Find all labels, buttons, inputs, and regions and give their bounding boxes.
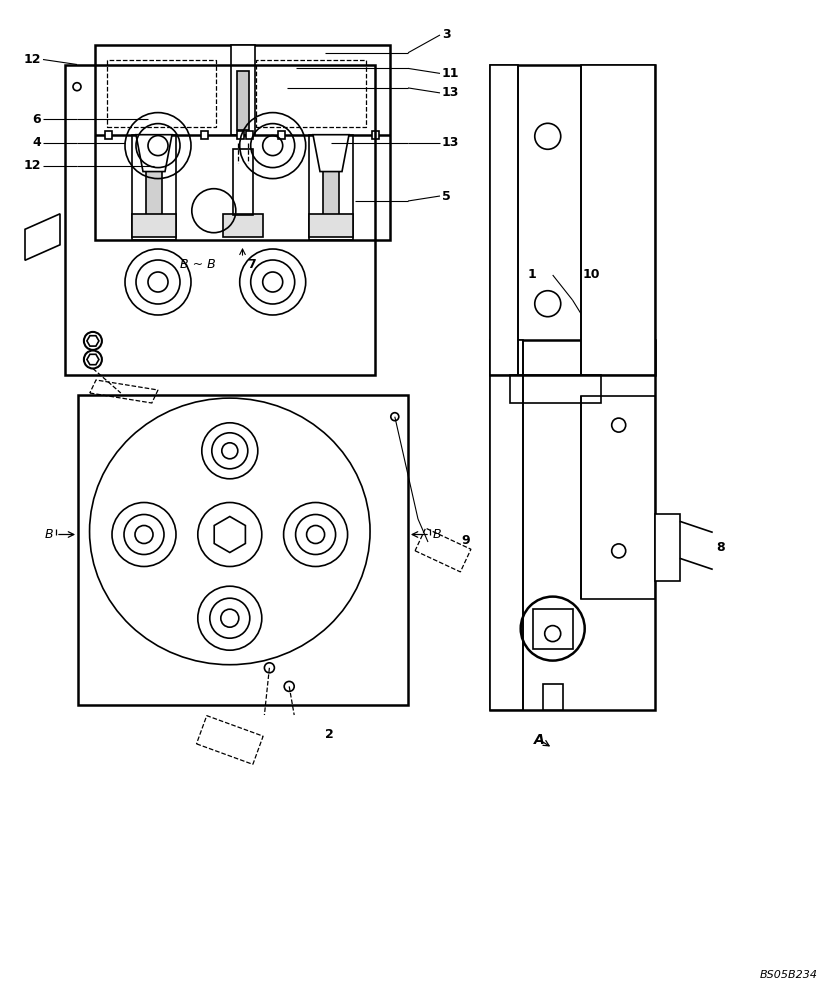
Bar	[309, 135, 353, 240]
Bar	[105, 131, 112, 139]
Bar	[372, 131, 379, 139]
Bar	[107, 60, 216, 127]
Bar	[533, 609, 573, 649]
Bar	[245, 131, 253, 139]
Bar	[230, 45, 255, 135]
Text: BS05B234: BS05B234	[760, 970, 818, 980]
Bar	[490, 65, 518, 375]
Bar	[580, 65, 655, 375]
Bar	[95, 45, 390, 240]
Bar	[543, 684, 563, 710]
Text: 12: 12	[24, 53, 41, 66]
Bar	[132, 214, 176, 237]
Polygon shape	[87, 354, 99, 365]
Bar	[256, 60, 365, 127]
Bar	[237, 131, 244, 139]
Bar	[323, 168, 339, 226]
Bar	[202, 131, 208, 139]
Bar	[278, 131, 285, 139]
Bar	[65, 65, 375, 375]
Bar	[223, 214, 263, 237]
Bar	[78, 395, 408, 705]
Text: 7: 7	[248, 258, 256, 271]
Bar	[510, 375, 601, 403]
Text: 3: 3	[442, 28, 450, 41]
Bar	[309, 214, 353, 237]
Text: 4: 4	[32, 136, 41, 149]
Bar	[490, 340, 655, 710]
Text: 8: 8	[716, 541, 725, 554]
Text: 13: 13	[442, 136, 459, 149]
Text: B ~ B: B ~ B	[181, 258, 216, 271]
Text: 1: 1	[528, 268, 536, 282]
Bar	[132, 135, 176, 240]
Text: 12: 12	[24, 159, 41, 172]
Text: 9: 9	[461, 534, 470, 546]
Text: 13: 13	[442, 86, 459, 99]
Text: A: A	[534, 733, 545, 747]
Polygon shape	[136, 135, 172, 172]
Bar	[146, 168, 162, 226]
Text: 5: 5	[442, 190, 451, 202]
Polygon shape	[25, 214, 60, 260]
Text: B: B	[45, 528, 53, 541]
Text: 2: 2	[326, 728, 334, 742]
Bar	[237, 71, 249, 130]
Bar	[580, 395, 655, 599]
Bar	[490, 340, 523, 710]
Text: 10: 10	[583, 268, 601, 282]
Text: 6: 6	[33, 113, 41, 126]
Text: B: B	[433, 528, 442, 541]
Bar	[233, 149, 253, 215]
Polygon shape	[87, 336, 99, 346]
Bar	[490, 65, 655, 375]
Polygon shape	[313, 135, 349, 172]
Bar	[655, 514, 680, 580]
Text: 11: 11	[442, 67, 459, 80]
